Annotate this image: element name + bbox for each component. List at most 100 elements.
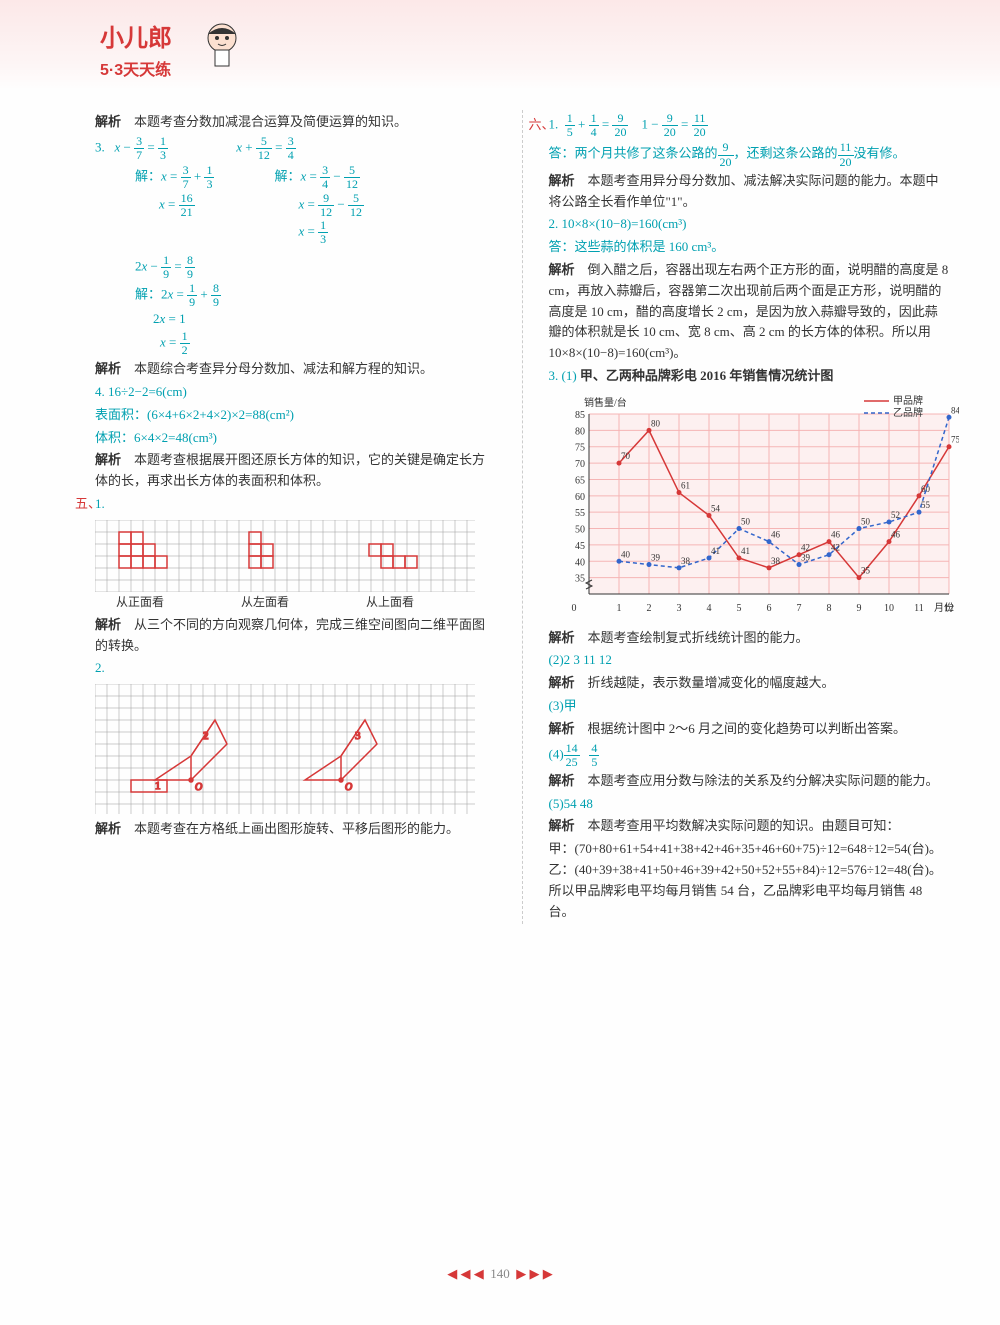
q3-line: 3. (1) 甲、乙两种品牌彩电 2016 年销售情况统计图 [549,366,951,387]
sales-chart: 3540455055606570758085123456789101112销售量… [549,389,951,626]
analysis-text: 折线越陡，表示数量增减变化的幅度越大。 [588,675,835,690]
left-column: 解析 本题考查分数加减混合运算及简便运算的知识。 3. x − 37 = 13 … [95,110,497,924]
analysis-text: 从三个不同的方向观察几何体，完成三维空间图向二维平面图的转换。 [95,617,485,653]
svg-text:80: 80 [575,426,585,437]
analysis-label: 解析 [549,773,575,788]
svg-text:52: 52 [891,510,900,520]
svg-text:61: 61 [681,480,690,490]
svg-text:11: 11 [914,603,924,614]
analysis-label: 解析 [549,262,575,277]
page-header: 小儿郎 5·3天天练 [0,0,1000,90]
svg-text:45: 45 [575,541,585,552]
svg-text:80: 80 [651,418,661,428]
svg-text:65: 65 [575,475,585,486]
chart-title: 甲、乙两种品牌彩电 2016 年销售情况统计图 [580,368,834,383]
svg-text:41: 41 [741,546,750,556]
svg-text:35: 35 [861,565,871,575]
rotation-figure: 2 1 O 3 O [95,684,497,814]
right-column: 六、1. 15 + 14 = 920 1 − 920 = 1120 答：两个月共… [549,110,951,924]
analysis-label: 解析 [549,721,575,736]
svg-text:40: 40 [621,549,631,559]
svg-text:40: 40 [575,557,585,568]
analysis-para: 解析 本题考查根据展开图还原长方体的知识，它的关键是确定长方体的长，再求出长方体… [95,450,497,492]
views-figure: 从正面看 从左面看 从上面看 [95,520,497,610]
svg-text:50: 50 [741,516,751,526]
analysis-para: 解析 从三个不同的方向观察几何体，完成三维空间图向二维平面图的转换。 [95,615,497,657]
analysis-para: 解析 根据统计图中 2～6 月之间的变化趋势可以判断出答案。 [549,719,951,740]
svg-text:7: 7 [796,603,801,614]
calc-text: 甲：(70+80+61+54+41+38+42+46+35+46+60+75)÷… [549,839,951,922]
svg-text:46: 46 [771,529,781,539]
svg-text:41: 41 [711,546,720,556]
q3-3: (3)甲 [549,696,951,717]
analysis-label: 解析 [95,114,121,129]
svg-text:46: 46 [831,529,841,539]
svg-text:6: 6 [766,603,771,614]
q4-line: 4. 16÷2−2=6(cm) [95,382,497,403]
eq-3a: 解：x = 37 + 13 x = 1621 [135,164,214,246]
analysis-text: 本题考查用异分母分数加、减法解决实际问题的能力。本题中将公路全长看作单位"1"。 [549,173,939,209]
section-5: 五、1. [95,494,497,515]
page-footer: ◀ ◀ ◀ 140 ▶ ▶ ▶ [0,1264,1000,1285]
analysis-label: 解析 [95,361,121,376]
analysis-text: 本题综合考查异分母分数加、减法和解方程的知识。 [134,361,433,376]
q4-line: 体积：6×4×2=48(cm³) [95,428,497,449]
svg-text:70: 70 [575,459,585,470]
analysis-para: 解析 本题考查绘制复式折线统计图的能力。 [549,628,951,649]
analysis-para: 解析 本题考查用异分母分数加、减法解决实际问题的能力。本题中将公路全长看作单位"… [549,171,951,213]
svg-text:O: O [345,782,352,793]
svg-text:甲品牌: 甲品牌 [893,394,923,407]
svg-text:乙品牌: 乙品牌 [893,406,923,419]
analysis-para: 解析 本题考查用平均数解决实际问题的知识。由题目可知： [549,816,951,837]
content: 解析 本题考查分数加减混合运算及简便运算的知识。 3. x − 37 = 13 … [0,90,1000,924]
analysis-text: 本题考查应用分数与除法的关系及约分解决实际问题的能力。 [588,773,939,788]
answer-6: 答：两个月共修了这条公路的920，还剩这条公路的1120没有修。 [549,141,951,168]
analysis-para: 解析 折线越陡，表示数量增减变化的幅度越大。 [549,673,951,694]
analysis-label: 解析 [549,630,575,645]
svg-text:5: 5 [736,603,741,614]
svg-text:10: 10 [884,603,894,614]
analysis-label: 解析 [95,821,121,836]
q2-line: 2. 10×8×(10−8)=160(cm³) [549,214,951,235]
svg-text:3: 3 [676,603,681,614]
svg-text:35: 35 [575,573,585,584]
svg-text:84: 84 [951,405,959,415]
svg-text:1: 1 [616,603,621,614]
eq-row: 解：x = 37 + 13 x = 1621 解：x = 34 − 512 x … [95,164,497,246]
svg-text:4: 4 [706,603,711,614]
svg-text:39: 39 [801,552,811,562]
section-6: 六、1. 15 + 14 = 920 1 − 920 = 1120 [549,112,951,139]
svg-text:月份: 月份 [934,602,954,614]
page-number: 140 [490,1266,510,1281]
analysis-para: 解析 本题考查在方格纸上画出图形旋转、平移后图形的能力。 [95,819,497,840]
svg-text:50: 50 [861,516,871,526]
analysis-text: 本题考查在方格纸上画出图形旋转、平移后图形的能力。 [134,821,459,836]
svg-text:8: 8 [826,603,831,614]
analysis-text: 本题考查根据展开图还原长方体的知识，它的关键是确定长方体的长，再求出长方体的表面… [95,452,485,488]
svg-text:从上面看: 从上面看 [366,595,414,609]
svg-text:54: 54 [711,503,721,513]
sec-num: 五、 [75,494,95,515]
analysis-label: 解析 [95,617,121,632]
q-num: 3. [95,139,105,154]
analysis-text: 本题考查分数加减混合运算及简便运算的知识。 [134,114,407,129]
svg-text:从左面看: 从左面看 [241,594,289,609]
analysis-text: 倒入醋之后，容器出现左右两个正方形的面，说明醋的高度是 8 cm，再放入蒜瓣后，… [549,262,949,360]
svg-text:2: 2 [646,603,651,614]
svg-text:38: 38 [681,556,691,566]
analysis-para: 解析 本题考查分数加减混合运算及简便运算的知识。 [95,112,497,133]
svg-text:销售量/台: 销售量/台 [584,396,627,409]
svg-text:60: 60 [575,492,585,503]
analysis-para: 解析 本题综合考查异分母分数加、减法和解方程的知识。 [95,359,497,380]
item-5-2: 2. [95,658,497,679]
eq-3b: 解：x = 34 − 512 x = 912 − 512 x = 13 [274,164,363,246]
column-divider [522,110,524,924]
q3-4: (4)1425 45 [549,742,951,769]
q2-line: 答：这些蒜的体积是 160 cm³。 [549,237,951,258]
q3-2: (2)2 3 11 12 [549,650,951,671]
svg-text:75: 75 [575,442,585,453]
analysis-label: 解析 [95,452,121,467]
svg-text:75: 75 [951,434,959,444]
analysis-text: 根据统计图中 2～6 月之间的变化趋势可以判断出答案。 [588,721,907,736]
svg-text:0: 0 [571,603,576,614]
